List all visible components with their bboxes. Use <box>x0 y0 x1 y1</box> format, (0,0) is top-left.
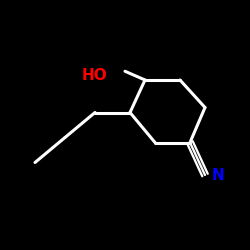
Text: N: N <box>211 168 224 182</box>
Text: HO: HO <box>82 68 108 82</box>
